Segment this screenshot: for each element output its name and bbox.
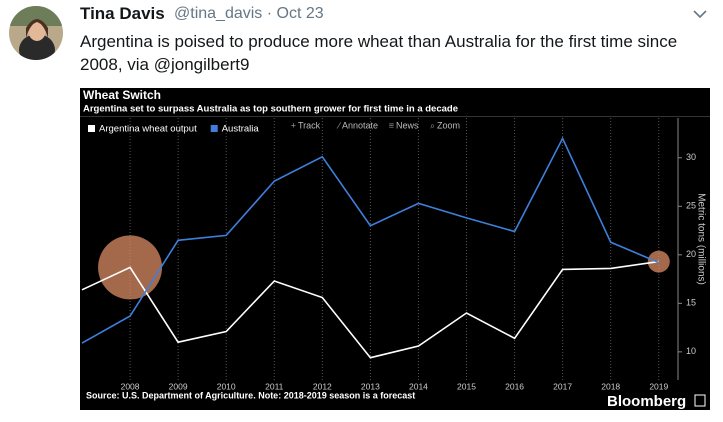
avatar[interactable] (8, 6, 68, 62)
chart-title: Wheat Switch (83, 88, 161, 102)
x-tick-label: 2013 (361, 381, 380, 391)
toolbar-button[interactable]: News (396, 120, 419, 130)
x-tick-label: 2018 (601, 381, 620, 391)
y-tick-label: 15 (686, 298, 696, 308)
brand: Bloomberg (607, 393, 686, 410)
toolbar-icon: + (291, 120, 296, 130)
source: Source: U.S. Department of Agriculture. … (86, 390, 415, 400)
header-rule (80, 116, 710, 117)
series-line (81, 260, 659, 359)
toolbar-icon: ∕ (336, 120, 341, 130)
legend-swatch (210, 125, 218, 132)
legend-label: Australia (222, 124, 260, 135)
menu-chevron[interactable] (692, 8, 708, 20)
y-tick-label: 20 (686, 249, 696, 259)
y-tick-label: 25 (686, 201, 696, 211)
handle-date[interactable]: @tina_davis · Oct 23 (174, 5, 324, 22)
toolbar-button[interactable]: Track (298, 120, 321, 130)
chart-subtitle: Argentina set to surpass Australia as to… (83, 104, 458, 115)
user-name[interactable]: Tina Davis (80, 4, 165, 23)
x-tick-label: 2016 (505, 381, 524, 391)
x-tick-label: 2015 (457, 381, 476, 391)
toolbar-icon: ⌕ (430, 120, 435, 130)
x-tick-label: 2017 (553, 381, 572, 391)
x-tick-label: 2009 (169, 381, 188, 391)
y-tick-label: 30 (686, 152, 696, 162)
tweet-text: Argentina is poised to produce more whea… (80, 32, 678, 74)
x-tick-label: 2014 (409, 381, 428, 391)
y-tick-label: 10 (686, 346, 696, 356)
x-tick-label: 2011 (265, 381, 284, 391)
x-tick-label: 2019 (649, 381, 668, 391)
chart-background (80, 88, 710, 410)
legend-label: Argentina wheat output (99, 124, 197, 135)
toolbar-icon: ≡ (389, 120, 394, 130)
x-tick-label: 2012 (313, 381, 332, 391)
toolbar-button[interactable]: Zoom (437, 120, 460, 130)
expand-icon[interactable] (694, 394, 706, 407)
x-tick-label: 2010 (217, 381, 236, 391)
series-line (81, 136, 660, 344)
legend-swatch (88, 125, 95, 132)
x-tick-label: 2008 (121, 381, 140, 391)
y-axis-label: Metric tons (millions) (695, 193, 706, 285)
toolbar-button[interactable]: Annotate (342, 120, 378, 130)
